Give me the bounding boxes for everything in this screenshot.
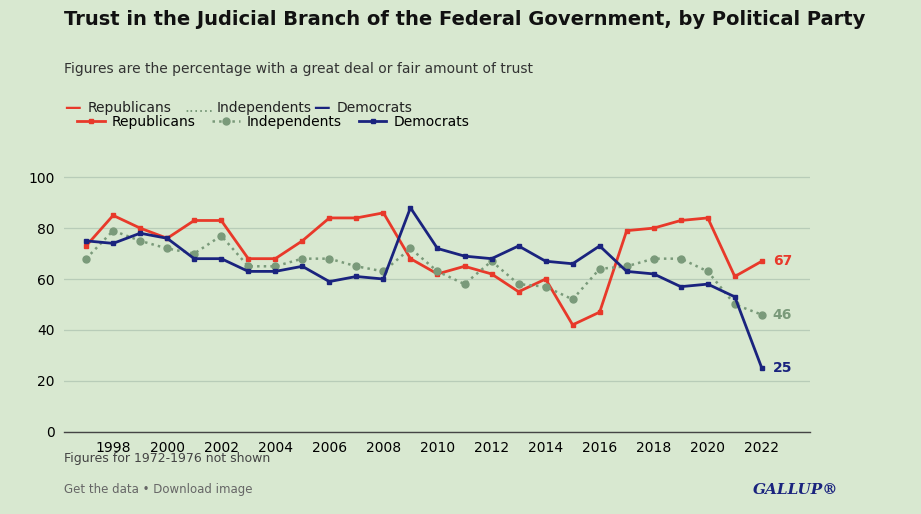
Text: Get the data • Download image: Get the data • Download image <box>64 483 253 496</box>
Text: —: — <box>313 99 330 117</box>
Text: 46: 46 <box>773 308 792 322</box>
Text: Democrats: Democrats <box>336 101 412 115</box>
Text: Figures for 1972-1976 not shown: Figures for 1972-1976 not shown <box>64 452 271 465</box>
Text: Republicans: Republicans <box>87 101 171 115</box>
Text: Trust in the Judicial Branch of the Federal Government, by Political Party: Trust in the Judicial Branch of the Fede… <box>64 10 866 29</box>
Text: —: — <box>64 99 81 117</box>
Text: Independents: Independents <box>216 101 311 115</box>
Text: 67: 67 <box>773 254 792 268</box>
Text: 25: 25 <box>773 361 792 375</box>
Text: Figures are the percentage with a great deal or fair amount of trust: Figures are the percentage with a great … <box>64 62 533 76</box>
Text: ......: ...... <box>184 100 214 116</box>
Legend: Republicans, Independents, Democrats: Republicans, Independents, Democrats <box>72 110 475 135</box>
Text: GALLUP®: GALLUP® <box>752 483 838 497</box>
